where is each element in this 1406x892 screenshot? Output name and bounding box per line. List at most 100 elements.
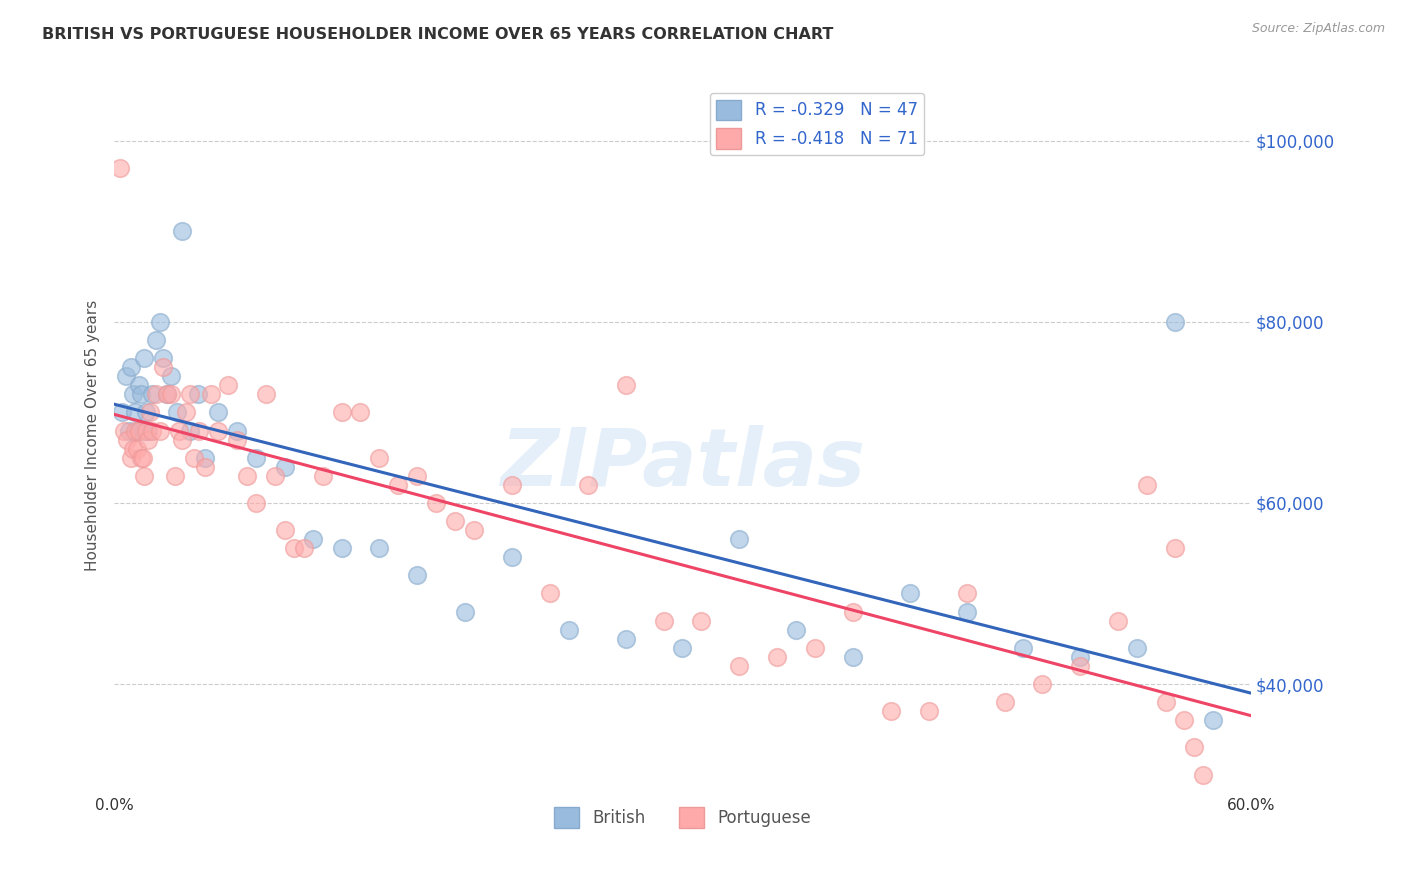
Point: [118, 424, 141, 438]
Point: [302, 532, 325, 546]
Point: [671, 640, 693, 655]
Point: [283, 541, 305, 556]
Point: [842, 605, 865, 619]
Point: [141, 424, 163, 438]
Point: [956, 586, 979, 600]
Point: [156, 387, 179, 401]
Point: [217, 378, 239, 392]
Point: [254, 387, 277, 401]
Point: [1069, 659, 1091, 673]
Point: [330, 405, 353, 419]
Point: [131, 450, 153, 465]
Point: [145, 333, 167, 347]
Point: [166, 405, 188, 419]
Point: [558, 623, 581, 637]
Point: [129, 450, 152, 465]
Point: [273, 459, 295, 474]
Point: [183, 450, 205, 465]
Point: [135, 424, 157, 438]
Text: ZIPatlas: ZIPatlas: [501, 425, 865, 503]
Point: [152, 351, 174, 365]
Point: [245, 450, 267, 465]
Point: [804, 640, 827, 655]
Point: [766, 649, 789, 664]
Point: [160, 387, 183, 401]
Point: [141, 387, 163, 401]
Point: [728, 532, 751, 546]
Point: [1107, 614, 1129, 628]
Point: [425, 496, 447, 510]
Point: [292, 541, 315, 556]
Point: [134, 351, 156, 365]
Point: [406, 568, 429, 582]
Point: [1012, 640, 1035, 655]
Point: [149, 424, 172, 438]
Point: [188, 424, 211, 438]
Point: [129, 387, 152, 401]
Point: [108, 161, 131, 175]
Point: [1154, 695, 1177, 709]
Point: [122, 387, 145, 401]
Point: [152, 360, 174, 375]
Point: [993, 695, 1015, 709]
Point: [179, 387, 201, 401]
Point: [785, 623, 807, 637]
Point: [453, 605, 475, 619]
Point: [1182, 740, 1205, 755]
Point: [264, 468, 287, 483]
Point: [1069, 649, 1091, 664]
Point: [128, 424, 150, 438]
Point: [122, 442, 145, 456]
Point: [124, 424, 146, 438]
Point: [349, 405, 371, 419]
Point: [114, 369, 136, 384]
Point: [207, 424, 229, 438]
Point: [125, 442, 148, 456]
Point: [226, 433, 249, 447]
Point: [156, 387, 179, 401]
Point: [1202, 713, 1225, 727]
Text: BRITISH VS PORTUGUESE HOUSEHOLDER INCOME OVER 65 YEARS CORRELATION CHART: BRITISH VS PORTUGUESE HOUSEHOLDER INCOME…: [42, 27, 834, 42]
Point: [463, 523, 485, 537]
Point: [538, 586, 561, 600]
Point: [898, 586, 921, 600]
Point: [128, 378, 150, 392]
Point: [163, 468, 186, 483]
Point: [134, 468, 156, 483]
Point: [131, 424, 153, 438]
Point: [179, 424, 201, 438]
Point: [368, 450, 391, 465]
Point: [1192, 767, 1215, 781]
Y-axis label: Householder Income Over 65 years: Householder Income Over 65 years: [86, 300, 100, 571]
Point: [172, 224, 194, 238]
Point: [136, 433, 159, 447]
Point: [172, 433, 194, 447]
Point: [194, 459, 217, 474]
Point: [125, 424, 148, 438]
Point: [145, 387, 167, 401]
Point: [273, 523, 295, 537]
Point: [880, 704, 903, 718]
Point: [406, 468, 429, 483]
Point: [614, 632, 637, 646]
Point: [245, 496, 267, 510]
Point: [174, 405, 197, 419]
Point: [1164, 315, 1187, 329]
Point: [111, 405, 134, 419]
Point: [120, 450, 142, 465]
Point: [614, 378, 637, 392]
Point: [186, 387, 208, 401]
Point: [124, 405, 146, 419]
Point: [311, 468, 333, 483]
Point: [501, 478, 523, 492]
Point: [652, 614, 675, 628]
Point: [194, 450, 217, 465]
Point: [236, 468, 259, 483]
Point: [956, 605, 979, 619]
Point: [117, 433, 139, 447]
Point: [200, 387, 222, 401]
Point: [918, 704, 941, 718]
Point: [501, 550, 523, 565]
Point: [207, 405, 229, 419]
Point: [1164, 541, 1187, 556]
